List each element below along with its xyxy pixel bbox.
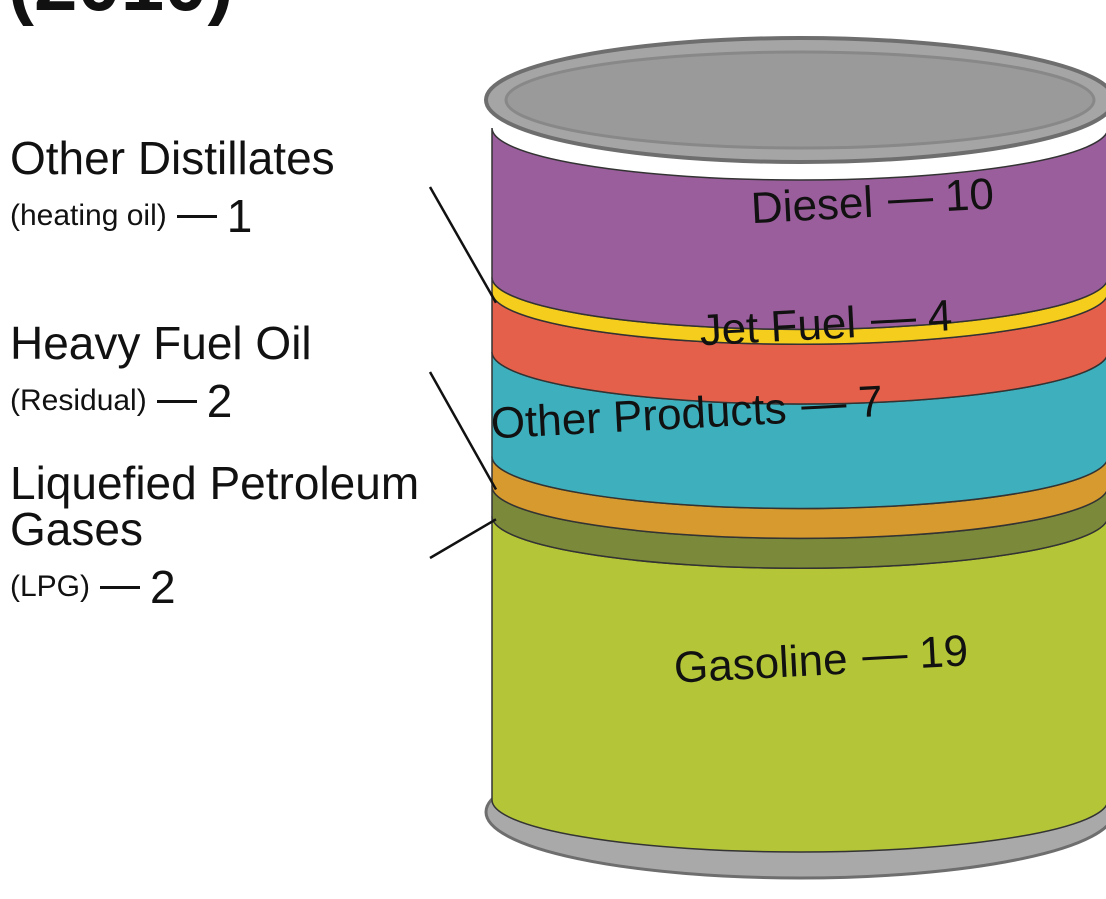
band-label-value: 7 (857, 377, 884, 427)
side-label-value: 2 (207, 378, 233, 424)
side-label-dash (177, 215, 217, 218)
chart-title: (2010) (8, 0, 233, 27)
side-label-name: Heavy Fuel Oil (10, 320, 455, 366)
side-label-dash (157, 400, 197, 403)
side-label-dash (100, 586, 140, 589)
band-label-value: 4 (927, 291, 954, 341)
side-label-line: (LPG) 2 (10, 564, 455, 610)
side-label-line: (heating oil) 1 (10, 193, 455, 239)
band-label-name: Gasoline (673, 635, 849, 693)
side-label-note: (heating oil) (10, 201, 167, 231)
barrel-lid-inner (506, 52, 1094, 148)
side-label-name: Other Distillates (10, 135, 455, 181)
side-label-line: (Residual) 2 (10, 378, 455, 424)
side-label: Liquefied Petroleum Gases (LPG) 2 (10, 460, 455, 610)
band-label-name: Jet Fuel (698, 298, 857, 355)
band-label-value: 19 (918, 626, 969, 677)
band-label-name: Diesel (750, 178, 875, 233)
side-label-note: (Residual) (10, 386, 147, 416)
page: (2010) Gasoline19Other Products7Jet Fuel… (0, 0, 1106, 899)
side-label-note: (LPG) (10, 572, 90, 602)
side-label-name: Liquefied Petroleum Gases (10, 460, 455, 552)
band-label-value: 10 (944, 170, 995, 221)
side-label: Heavy Fuel Oil (Residual) 2 (10, 320, 455, 424)
side-label: Other Distillates (heating oil) 1 (10, 135, 455, 239)
side-label-value: 2 (150, 564, 176, 610)
side-label-value: 1 (227, 193, 253, 239)
